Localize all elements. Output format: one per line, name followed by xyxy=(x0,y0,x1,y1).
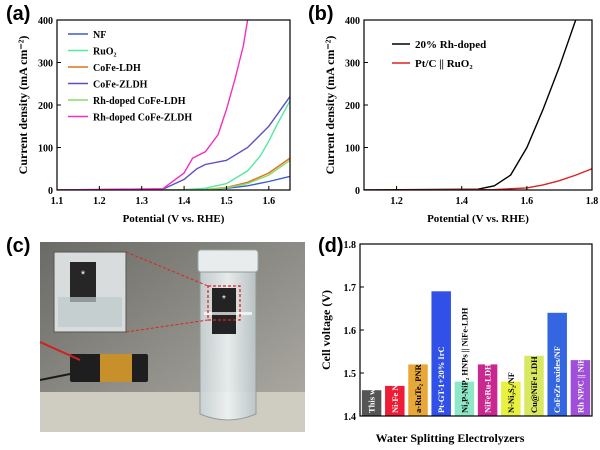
vial-marker: * xyxy=(222,294,226,305)
bar-label-9: CoFeZr oxides/NF xyxy=(552,346,562,413)
bar-label-2: Ni-Fe NP xyxy=(390,379,400,413)
bar-4 xyxy=(431,291,451,416)
bar-label-6: NiFeRu-LDH xyxy=(483,363,493,413)
bar-1 xyxy=(361,390,382,416)
legend-label-1: NF xyxy=(93,30,106,41)
bar-label-1: This work xyxy=(367,376,377,413)
chart-b: 1.2 1.4 1.6 1.8 0 100 200 300 400 Potential (V vs… xyxy=(323,16,599,225)
legend-label-3: CoFe-LDH xyxy=(93,63,141,74)
x-tick-label-2: 1.4 xyxy=(455,196,468,207)
y-tick-label-2: 1.5 xyxy=(344,369,357,380)
bar-7 xyxy=(501,381,521,416)
panel-label-c: (c) xyxy=(6,235,31,257)
x-tick-label-1: 1.2 xyxy=(390,196,403,207)
panel-label-d: (d) xyxy=(318,235,344,257)
bar-10 xyxy=(570,360,591,416)
photo-illustration: * * xyxy=(40,242,305,432)
panel-label-b: (b) xyxy=(308,3,334,25)
x-tick-label-3: 1.3 xyxy=(135,196,148,207)
y-tick-label-4: 1.7 xyxy=(344,283,357,294)
series-line-5 xyxy=(57,159,290,190)
black-wire xyxy=(40,373,71,381)
vial-electrode xyxy=(212,288,236,334)
x-tick-label-6: 1.6 xyxy=(263,196,276,207)
series-line-6 xyxy=(57,20,249,190)
x-tick-label-3: 1.6 xyxy=(521,196,534,207)
y-tick-label-1: 0 xyxy=(48,186,53,197)
bar-label-8: Cu@NiFe LDH xyxy=(529,356,539,413)
y-tick-label-5: 400 xyxy=(38,16,53,27)
chart-a: 1.1 1.2 1.3 1.4 1.5 1.6 0 100 200 300 400 Potential… xyxy=(16,16,291,225)
series-line-2 xyxy=(364,168,592,190)
y-tick-label-2: 100 xyxy=(345,144,360,155)
liquid-surface xyxy=(204,312,252,315)
bar-label-7: N-Ni₃S₂/NF xyxy=(506,372,516,413)
series-line-4 xyxy=(57,96,290,190)
x-tick-label-2: 1.2 xyxy=(93,196,106,207)
legend-label-4: CoFe-ZLDH xyxy=(93,80,148,91)
inset-marker: * xyxy=(81,269,86,281)
electrolyzer-photo: * * xyxy=(40,242,305,432)
bar-9 xyxy=(547,312,567,416)
inset-liquid xyxy=(58,297,122,327)
y-tick-label-3: 1.6 xyxy=(344,326,357,337)
y-tick-label-3: 200 xyxy=(345,101,360,112)
bar-label-5: Ni₂P-NiP₂ HNPs || NiFe-LDH xyxy=(459,307,469,413)
y-axis-label: Current density (mA cm⁻²) xyxy=(323,36,337,175)
chart-d: This work Ni-Fe NP a-RuTe₂ PNR Pt-GT-1+20% … xyxy=(319,240,593,445)
bar-label-4: Pt-GT-1+20% IrC xyxy=(436,346,446,413)
x-axis-label: Potential (V vs. RHE) xyxy=(427,213,529,225)
table-surface xyxy=(40,392,305,432)
legend-label-5: Rh-doped CoFe-LDH xyxy=(93,96,186,107)
y-tick-label-2: 100 xyxy=(38,144,53,155)
legend-label-1: 20% Rh-doped xyxy=(415,39,486,51)
bar-label-10: Rh NP/C || NiFe-LDH xyxy=(575,333,585,413)
x-tick-label-1: 1.1 xyxy=(51,196,64,207)
y-tick-label-3: 200 xyxy=(38,101,53,112)
x-axis-label: Water Splitting Electrolyzers xyxy=(376,431,525,445)
panel-label-a: (a) xyxy=(6,3,31,25)
bar-8 xyxy=(524,355,544,416)
zoom-box xyxy=(207,285,241,321)
y-tick-label-4: 300 xyxy=(38,59,53,70)
y-tick-label-1: 0 xyxy=(355,186,360,197)
x-axis-label: Potential (V vs. RHE) xyxy=(123,213,225,225)
bar-label-3: a-RuTe₂ PNR xyxy=(413,363,423,413)
x-tick-label-4: 1.4 xyxy=(178,196,191,207)
bar-6 xyxy=(477,364,498,416)
legend-label-2: Pt/C || RuO₂ xyxy=(415,58,473,70)
y-tick-label-5: 1.8 xyxy=(344,240,357,251)
zoom-line-bottom xyxy=(125,319,209,333)
legend-label-2: RuO₂ xyxy=(93,47,117,58)
bar-2 xyxy=(385,385,405,416)
x-tick-label-4: 1.8 xyxy=(586,196,599,207)
red-wire xyxy=(40,341,81,361)
y-tick-label-1: 1.4 xyxy=(344,412,357,423)
bar-5 xyxy=(454,381,475,416)
y-tick-label-5: 400 xyxy=(345,16,360,27)
battery-label xyxy=(100,354,132,382)
y-tick-label-4: 300 xyxy=(345,59,360,70)
y-axis-label: Current density (mA cm⁻²) xyxy=(16,36,30,175)
series-line-1 xyxy=(364,20,577,190)
y-axis-label: Cell voltage (V) xyxy=(319,290,333,370)
legend-label-6: Rh-doped CoFe-ZLDH xyxy=(93,113,192,124)
x-tick-label-5: 1.5 xyxy=(220,196,233,207)
vial-cap xyxy=(197,249,259,273)
bar-3 xyxy=(408,364,428,416)
inset-electrode xyxy=(70,262,96,302)
